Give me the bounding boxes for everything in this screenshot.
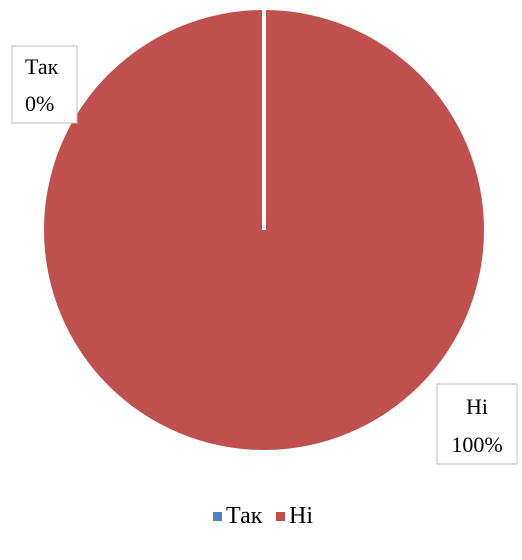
data-label-ni: Ні 100% xyxy=(436,383,518,465)
data-label-tak-percent: 0% xyxy=(25,91,54,116)
legend: Так Ні xyxy=(213,503,313,529)
pie-slices xyxy=(44,10,484,450)
data-label-tak-category: Так xyxy=(25,54,59,79)
legend-swatch-ni xyxy=(276,512,285,521)
data-label-tak: Так 0% xyxy=(11,45,78,124)
legend-label-tak: Так xyxy=(226,503,263,529)
legend-swatch-tak xyxy=(213,512,222,521)
legend-label-ni: Ні xyxy=(289,503,313,529)
data-label-ni-category: Ні xyxy=(466,394,488,419)
data-label-ni-percent: 100% xyxy=(451,432,502,457)
